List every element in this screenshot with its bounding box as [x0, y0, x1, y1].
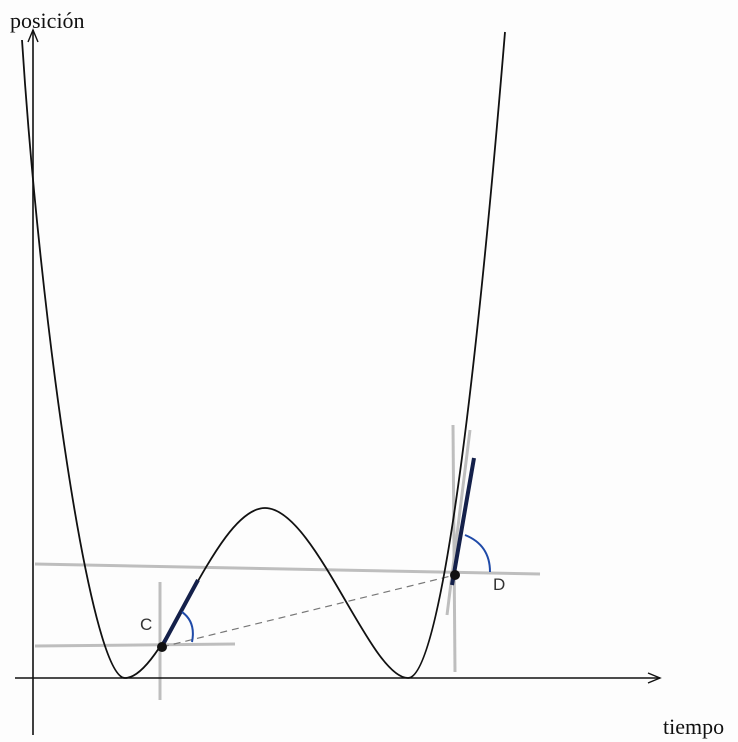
angle-arc-d — [464, 534, 491, 573]
x-axis-arrow — [647, 672, 662, 684]
horizontal-guide — [34, 642, 236, 648]
point-label: C — [140, 615, 152, 634]
secant-line — [161, 574, 456, 648]
point-c — [157, 642, 167, 652]
point-label: D — [493, 575, 505, 594]
tangent-d — [450, 457, 476, 586]
position-curve — [21, 31, 506, 679]
y-axis-label: posición — [10, 8, 85, 33]
x-axis-label: tiempo — [663, 714, 724, 739]
y-axis-arrow — [27, 28, 39, 43]
point-d — [450, 570, 460, 580]
tangent-c — [158, 579, 200, 651]
angle-arc-c — [181, 611, 194, 643]
